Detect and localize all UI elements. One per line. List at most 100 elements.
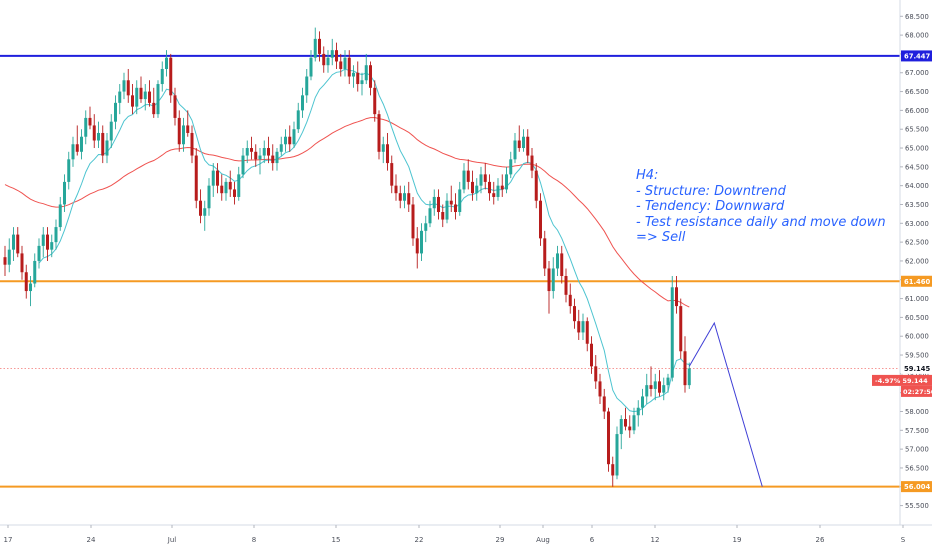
- candle-14[interactable]: [58, 196, 62, 231]
- candle-94[interactable]: [398, 185, 402, 209]
- candle-133[interactable]: [564, 268, 568, 303]
- candle-44[interactable]: [186, 110, 190, 137]
- candle-143[interactable]: [607, 407, 610, 472]
- candle-139[interactable]: [590, 336, 593, 374]
- candle-137[interactable]: [581, 313, 585, 340]
- candle-106[interactable]: [449, 185, 453, 213]
- candle-155[interactable]: [658, 370, 661, 397]
- candle-22[interactable]: [92, 114, 96, 149]
- candle-26[interactable]: [109, 114, 113, 149]
- candle-136[interactable]: [577, 309, 581, 340]
- candle-107[interactable]: [454, 193, 457, 220]
- candle-156[interactable]: [662, 377, 666, 401]
- candle-67[interactable]: [284, 129, 287, 152]
- candle-112[interactable]: [475, 178, 479, 201]
- candle-80[interactable]: [339, 53, 343, 77]
- candle-24[interactable]: [101, 125, 105, 164]
- candle-110[interactable]: [466, 159, 470, 190]
- candle-36[interactable]: [152, 87, 156, 118]
- candle-27[interactable]: [114, 95, 117, 130]
- candle-135[interactable]: [573, 298, 576, 329]
- candle-98[interactable]: [415, 227, 419, 269]
- candle-34[interactable]: [143, 84, 147, 111]
- candle-111[interactable]: [471, 170, 474, 201]
- candle-15[interactable]: [63, 174, 66, 213]
- candle-66[interactable]: [279, 136, 283, 156]
- candle-153[interactable]: [649, 366, 653, 397]
- candle-25[interactable]: [105, 132, 109, 164]
- candle-4[interactable]: [16, 227, 20, 258]
- candle-75[interactable]: [318, 31, 321, 62]
- candle-62[interactable]: [262, 140, 266, 164]
- candle-57[interactable]: [241, 148, 245, 179]
- candle-126[interactable]: [534, 163, 538, 209]
- candle-100[interactable]: [424, 215, 428, 243]
- candle-9[interactable]: [37, 238, 41, 269]
- candle-86[interactable]: [364, 53, 368, 85]
- candle-31[interactable]: [131, 84, 134, 115]
- candle-73[interactable]: [309, 50, 313, 81]
- candle-35[interactable]: [148, 80, 151, 107]
- candle-157[interactable]: [666, 373, 670, 393]
- candle-109[interactable]: [462, 163, 466, 194]
- candle-40[interactable]: [169, 53, 173, 103]
- candle-48[interactable]: [203, 200, 207, 231]
- candle-43[interactable]: [182, 117, 185, 152]
- candle-159[interactable]: [675, 275, 678, 314]
- candle-1[interactable]: [3, 245, 7, 276]
- candle-61[interactable]: [258, 148, 262, 175]
- candle-146[interactable]: [619, 415, 623, 450]
- candle-45[interactable]: [190, 125, 194, 164]
- candle-16[interactable]: [67, 151, 71, 190]
- price-axis[interactable]: 55.50056.00056.50057.00057.50058.00058.5…: [899, 0, 932, 550]
- candle-105[interactable]: [445, 193, 449, 224]
- candle-29[interactable]: [122, 72, 126, 100]
- candle-122[interactable]: [517, 125, 521, 152]
- candle-99[interactable]: [420, 223, 423, 261]
- candle-47[interactable]: [199, 189, 202, 224]
- candle-148[interactable]: [628, 415, 632, 438]
- candle-39[interactable]: [165, 50, 168, 77]
- candle-138[interactable]: [585, 317, 589, 352]
- candle-141[interactable]: [598, 373, 602, 404]
- candle-127[interactable]: [539, 193, 542, 246]
- candle-79[interactable]: [335, 42, 338, 69]
- candle-145[interactable]: [615, 426, 619, 480]
- candle-130[interactable]: [551, 257, 555, 299]
- candle-118[interactable]: [500, 174, 504, 197]
- candle-120[interactable]: [509, 151, 513, 179]
- candle-28[interactable]: [118, 84, 122, 115]
- candle-87[interactable]: [369, 61, 372, 96]
- candle-41[interactable]: [173, 87, 177, 126]
- candle-42[interactable]: [177, 110, 181, 152]
- candle-23[interactable]: [97, 121, 100, 149]
- candle-12[interactable]: [50, 234, 54, 258]
- candle-117[interactable]: [496, 178, 500, 201]
- time-axis[interactable]: 17 24 Jul 8 15 22 29 Aug 6 12 19 26 S: [0, 524, 932, 544]
- candle-52[interactable]: [220, 174, 224, 201]
- candle-70[interactable]: [296, 102, 300, 133]
- candle-53[interactable]: [224, 178, 228, 201]
- candle-151[interactable]: [641, 388, 644, 416]
- candle-21[interactable]: [88, 106, 92, 130]
- candle-30[interactable]: [126, 68, 130, 103]
- candle-81[interactable]: [343, 50, 347, 77]
- candle-49[interactable]: [207, 178, 211, 216]
- candle-132[interactable]: [560, 245, 564, 284]
- candle-46[interactable]: [194, 148, 198, 209]
- candle-104[interactable]: [441, 204, 445, 228]
- candle-2[interactable]: [7, 238, 11, 273]
- candle-158[interactable]: [670, 275, 674, 382]
- candle-50[interactable]: [211, 163, 215, 197]
- candle-56[interactable]: [237, 166, 241, 201]
- candle-55[interactable]: [233, 181, 236, 205]
- candle-131[interactable]: [556, 245, 559, 276]
- candle-82[interactable]: [347, 50, 351, 85]
- candle-65[interactable]: [275, 148, 279, 171]
- candle-114[interactable]: [483, 163, 487, 190]
- candle-129[interactable]: [547, 260, 551, 314]
- candle-77[interactable]: [326, 50, 330, 73]
- candle-108[interactable]: [458, 181, 462, 216]
- candle-121[interactable]: [513, 132, 517, 164]
